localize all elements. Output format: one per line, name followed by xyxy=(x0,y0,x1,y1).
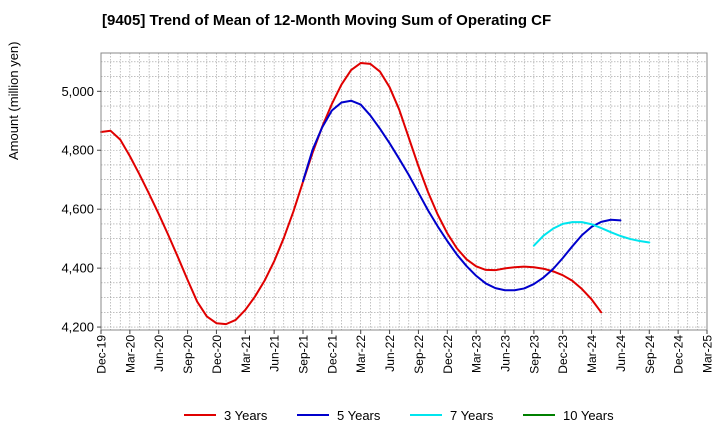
x-tick-label: Jun-21 xyxy=(268,335,282,372)
series-lines xyxy=(100,62,651,326)
y-ticks: 4,200 4,400 4,600 4,800 5,000 xyxy=(61,84,101,335)
x-tick-label: Sep-23 xyxy=(527,335,541,374)
x-tick-label: Dec-22 xyxy=(441,335,455,374)
y-tick-label: 4,400 xyxy=(61,261,94,276)
x-tick-label: Mar-20 xyxy=(123,335,137,373)
series-line-0 xyxy=(100,62,603,326)
x-tick-label: Mar-24 xyxy=(585,335,599,373)
series-line-2 xyxy=(532,221,651,247)
y-tick-label: 4,600 xyxy=(61,202,94,217)
x-tick-label: Mar-21 xyxy=(239,335,253,373)
x-tick-label: Sep-24 xyxy=(643,335,657,374)
x-tick-label: Sep-20 xyxy=(181,335,195,374)
legend-label: 7 Years xyxy=(450,408,494,423)
legend-label: 10 Years xyxy=(563,408,614,423)
x-tick-label: Jun-20 xyxy=(152,335,166,372)
x-tick-label: Jun-23 xyxy=(499,335,513,372)
x-tick-label: Mar-23 xyxy=(470,335,484,373)
x-tick-label: Dec-21 xyxy=(325,335,339,374)
legend: 3 Years 5 Years 7 Years 10 Years xyxy=(184,408,614,423)
y-tick-label: 4,800 xyxy=(61,143,94,158)
x-tick-label: Mar-22 xyxy=(354,335,368,373)
legend-label: 5 Years xyxy=(337,408,381,423)
x-tick-label: Jun-24 xyxy=(614,335,628,372)
y-tick-label: 5,000 xyxy=(61,84,94,99)
x-tick-label: Mar-25 xyxy=(701,335,715,373)
x-tick-label: Sep-21 xyxy=(297,335,311,374)
x-ticks: Dec-19 Mar-20 Jun-20 Sep-20 Dec-20 Mar-21 Jun-… xyxy=(95,330,715,374)
plot-frame xyxy=(100,52,708,331)
legend-label: 3 Years xyxy=(224,408,268,423)
x-tick-label: Jun-22 xyxy=(383,335,397,372)
x-tick-label: Dec-19 xyxy=(95,335,109,374)
x-tick-label: Dec-23 xyxy=(556,335,570,374)
x-tick-label: Dec-24 xyxy=(672,335,686,374)
series-line-1 xyxy=(302,99,622,292)
chart-title: [9405] Trend of Mean of 12-Month Moving … xyxy=(102,12,552,29)
x-tick-label: Sep-22 xyxy=(412,335,426,374)
x-tick-label: Dec-20 xyxy=(210,335,224,374)
y-tick-label: 4,200 xyxy=(61,320,94,335)
